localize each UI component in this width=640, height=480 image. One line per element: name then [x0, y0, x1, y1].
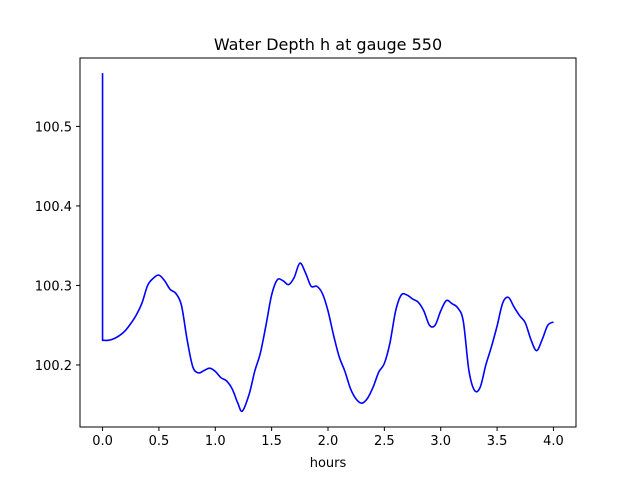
x-tick-label: 1.5: [261, 434, 282, 449]
x-tick-label: 3.5: [487, 434, 508, 449]
x-tick-label: 3.0: [430, 434, 451, 449]
x-axis-label: hours: [310, 456, 347, 471]
y-tick-label: 100.5: [35, 120, 72, 135]
y-tick-label: 100.4: [35, 200, 72, 215]
x-tick-label: 2.0: [318, 434, 339, 449]
x-tick-label: 0.0: [92, 434, 113, 449]
x-tick-label: 0.5: [149, 434, 170, 449]
chart-title: Water Depth h at gauge 550: [214, 35, 442, 54]
y-tick-label: 100.3: [35, 279, 72, 294]
x-tick-label: 4.0: [543, 434, 564, 449]
series-line: [101, 73, 554, 413]
x-tick-label: 2.5: [374, 434, 395, 449]
x-tick-label: 1.0: [205, 434, 226, 449]
y-tick-label: 100.2: [35, 359, 72, 374]
x-axis: 0.0 0.5 1.0 1.5 2.0 2.5 3.0 3.5 4.0: [92, 427, 564, 449]
y-axis: 100.2 100.3 100.4 100.5: [35, 120, 80, 374]
